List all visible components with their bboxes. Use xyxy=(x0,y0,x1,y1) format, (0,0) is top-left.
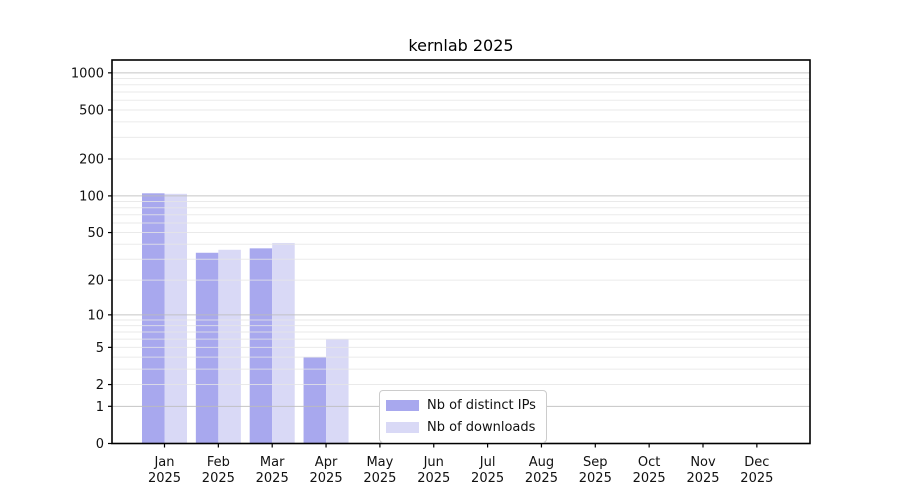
x-tick-label-month: Nov xyxy=(690,455,716,470)
bar-downloads-apr xyxy=(326,339,349,444)
y-tick-label: 5 xyxy=(96,341,104,356)
bar-ips-feb xyxy=(195,252,219,444)
legend-item-downloads: Nb of downloads xyxy=(386,419,537,436)
bar-ips-apr xyxy=(303,357,327,444)
y-tick-label: 500 xyxy=(79,103,104,118)
bar-downloads-mar xyxy=(272,242,295,444)
x-tick-label-year: 2025 xyxy=(525,471,558,486)
x-tick-label-year: 2025 xyxy=(148,471,181,486)
x-tick-label-month: Jul xyxy=(479,455,496,470)
x-tick-label-month: Mar xyxy=(260,455,285,470)
x-tick-label-month: Jan xyxy=(153,455,174,470)
x-tick-label-year: 2025 xyxy=(202,471,235,486)
y-tick-label: 50 xyxy=(87,226,104,241)
y-tick-label: 200 xyxy=(79,152,104,167)
y-tick-label: 2 xyxy=(96,378,104,393)
x-tick-label-month: Oct xyxy=(638,455,660,470)
legend: Nb of distinct IPs Nb of downloads xyxy=(379,390,547,443)
x-tick-label-year: 2025 xyxy=(417,471,450,486)
x-tick-label-year: 2025 xyxy=(686,471,719,486)
x-tick-label-year: 2025 xyxy=(740,471,773,486)
legend-item-distinct-ips: Nb of distinct IPs xyxy=(386,397,537,414)
x-tick-label-month: Jun xyxy=(423,455,444,470)
x-tick-label-month: Sep xyxy=(583,455,608,470)
x-tick-label-year: 2025 xyxy=(256,471,289,486)
y-tick-label: 1000 xyxy=(71,66,104,81)
bar-downloads-feb xyxy=(218,249,241,444)
x-tick-label-month: Aug xyxy=(529,455,554,470)
x-tick-label-month: May xyxy=(366,455,393,470)
x-tick-label-month: Apr xyxy=(315,455,338,470)
legend-swatch-ips xyxy=(386,400,419,411)
plot-frame xyxy=(111,59,811,445)
x-tick-label-month: Feb xyxy=(207,455,230,470)
bar-ips-jan xyxy=(142,193,165,444)
bar-ips-mar xyxy=(249,248,273,444)
y-tick-label: 10 xyxy=(87,308,104,323)
x-tick-label-year: 2025 xyxy=(310,471,343,486)
x-tick-label-year: 2025 xyxy=(471,471,504,486)
legend-label-distinct-ips: Nb of distinct IPs xyxy=(427,398,536,413)
legend-label-downloads: Nb of downloads xyxy=(427,420,536,435)
bar-downloads-jan xyxy=(164,193,187,444)
x-tick-label-month: Dec xyxy=(744,455,769,470)
y-tick-label: 1 xyxy=(96,400,104,415)
chart-title: kernlab 2025 xyxy=(408,36,514,55)
y-tick-label: 0 xyxy=(96,437,104,452)
x-tick-label-year: 2025 xyxy=(579,471,612,486)
y-tick-label: 100 xyxy=(79,189,104,204)
x-tick-label-year: 2025 xyxy=(363,471,396,486)
y-tick-label: 20 xyxy=(87,274,104,289)
legend-swatch-downloads xyxy=(386,422,419,433)
x-tick-label-year: 2025 xyxy=(633,471,666,486)
